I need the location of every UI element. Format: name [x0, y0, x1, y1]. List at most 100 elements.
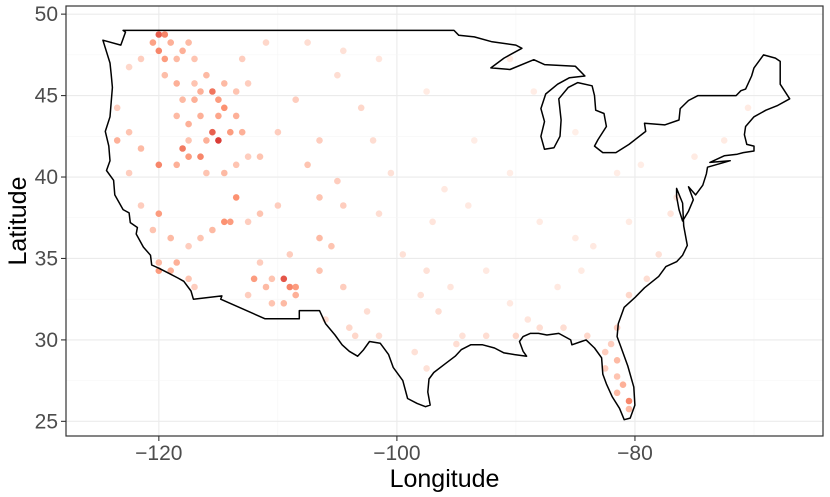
data-point: [375, 332, 383, 340]
data-point: [209, 226, 216, 234]
y-tick-label: 40: [35, 166, 58, 189]
x-tick-label: −100: [373, 442, 420, 465]
data-point: [346, 324, 353, 332]
data-point: [506, 55, 514, 63]
data-point: [221, 169, 228, 177]
data-point: [191, 96, 198, 103]
data-point: [625, 218, 633, 226]
data-point: [185, 39, 192, 46]
data-point: [601, 365, 609, 372]
data-point: [173, 112, 180, 120]
data-point: [179, 96, 186, 103]
data-point: [536, 218, 543, 226]
data-point: [203, 169, 210, 177]
data-point: [125, 63, 133, 71]
data-point: [340, 202, 347, 209]
data-point: [304, 39, 311, 46]
data-point: [399, 251, 407, 258]
data-point: [506, 169, 514, 177]
x-tick-label: −80: [617, 442, 653, 465]
data-point: [238, 55, 246, 63]
data-point: [125, 169, 133, 177]
x-tick-label: −120: [135, 442, 182, 465]
data-point: [435, 308, 442, 315]
data-point: [471, 137, 478, 144]
y-axis-title: Latitude: [4, 177, 32, 266]
data-point: [316, 194, 323, 201]
data-point: [572, 234, 579, 242]
data-point: [244, 153, 252, 160]
data-point: [185, 137, 192, 144]
data-point: [625, 405, 633, 413]
data-point: [221, 104, 228, 112]
data-point: [155, 31, 163, 38]
data-point: [232, 112, 240, 120]
data-point: [536, 324, 543, 332]
data-point: [256, 210, 264, 217]
data-point: [423, 267, 430, 275]
data-point: [209, 88, 216, 95]
data-point: [637, 161, 645, 169]
data-point: [607, 340, 615, 348]
data-point: [423, 365, 430, 372]
data-point: [375, 210, 383, 217]
data-point: [137, 202, 145, 209]
data-point: [227, 128, 234, 136]
data-point: [191, 80, 198, 87]
data-point: [197, 88, 204, 95]
data-point: [197, 112, 204, 120]
grid: [66, 6, 823, 436]
data-point: [316, 234, 323, 242]
data-point: [244, 291, 252, 299]
data-point: [423, 88, 430, 95]
data-point: [221, 218, 228, 226]
data-point: [453, 340, 460, 348]
data-point: [197, 234, 204, 242]
data-point: [268, 275, 276, 283]
data-point: [375, 55, 383, 63]
y-tick-label: 45: [35, 85, 58, 108]
data-point: [572, 128, 579, 136]
data-point: [232, 88, 240, 95]
data-point: [173, 80, 180, 87]
data-point: [238, 128, 246, 136]
data-point: [459, 332, 466, 340]
data-point: [316, 137, 323, 144]
data-point: [155, 259, 163, 266]
data-point: [113, 137, 121, 144]
data-point: [191, 55, 198, 63]
data-point: [268, 300, 276, 307]
data-point: [292, 291, 300, 299]
data-point: [613, 373, 621, 380]
data-point: [167, 267, 174, 275]
data-point: [625, 291, 633, 299]
y-tick-label: 30: [35, 329, 58, 352]
data-point: [274, 128, 282, 136]
data-point: [215, 137, 222, 144]
data-point: [274, 202, 282, 209]
data-point: [250, 275, 258, 283]
data-point: [161, 71, 169, 79]
data-point: [179, 145, 186, 152]
data-point: [167, 234, 174, 242]
data-point: [304, 161, 311, 169]
data-point: [691, 153, 698, 160]
data-point: [720, 137, 728, 144]
data-point: [482, 267, 490, 275]
y-tick-label: 25: [35, 410, 58, 433]
data-point: [191, 283, 198, 291]
data-point: [584, 332, 591, 340]
data-point: [209, 128, 216, 136]
data-point: [613, 389, 621, 397]
data-point: [244, 80, 252, 87]
data-point: [161, 31, 169, 38]
data-point: [149, 39, 157, 46]
data-point: [340, 283, 347, 291]
tick-layer: −120 −100 −80 25 30 35 40 45 50: [35, 3, 653, 465]
data-point: [482, 332, 490, 340]
data-point: [643, 275, 651, 283]
data-point: [340, 47, 347, 55]
data-point: [256, 153, 264, 160]
data-point: [655, 251, 662, 258]
data-point: [244, 218, 252, 226]
